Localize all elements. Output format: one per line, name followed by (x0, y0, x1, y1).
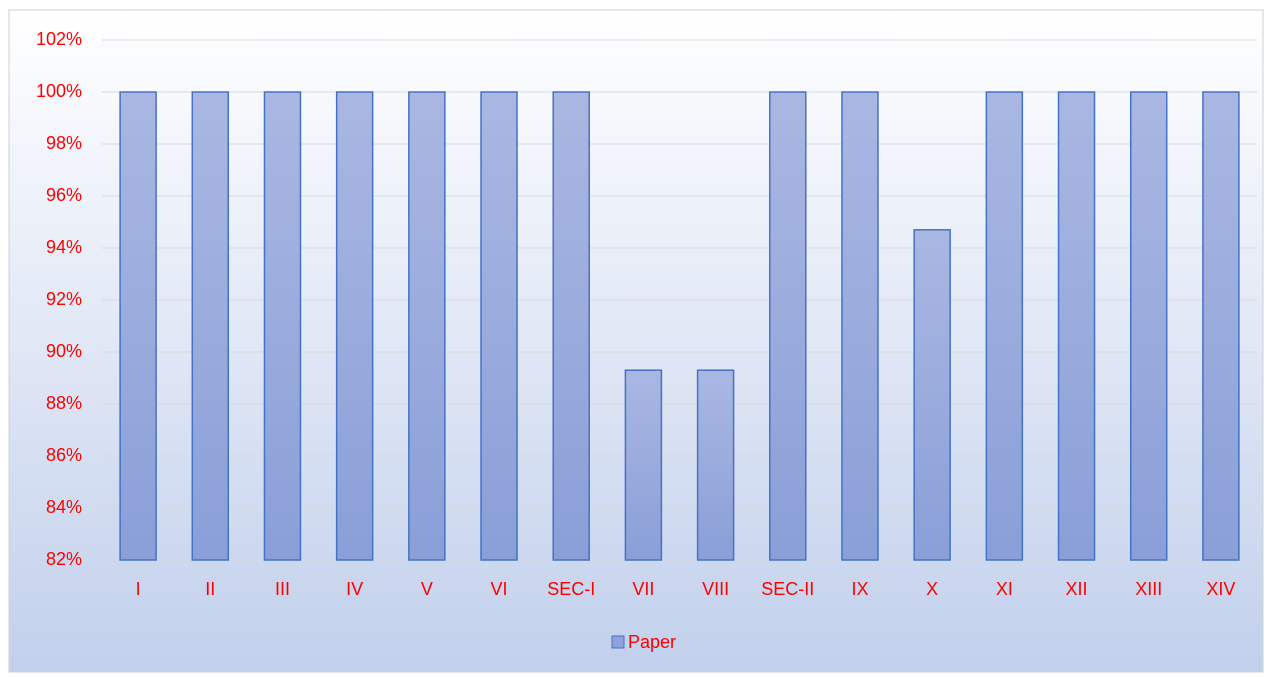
y-tick-label: 88% (46, 393, 82, 413)
x-tick-label: XIV (1206, 579, 1235, 599)
x-tick-label: IX (851, 579, 868, 599)
x-tick-label: III (275, 579, 290, 599)
bar (408, 91, 446, 561)
bar (1129, 91, 1168, 561)
x-tick-label: VIII (702, 579, 729, 599)
x-tick-label: XII (1066, 579, 1088, 599)
y-tick-label: 90% (46, 341, 82, 361)
x-tick-label: IV (346, 579, 363, 599)
bar (696, 369, 735, 561)
x-tick-label: SEC-I (547, 579, 595, 599)
bar (1057, 91, 1096, 561)
x-tick-label: VI (491, 579, 508, 599)
legend-swatch (611, 635, 625, 649)
bar (335, 91, 374, 561)
y-tick-label: 100% (36, 81, 82, 101)
bar (191, 91, 230, 561)
y-tick-label: 86% (46, 445, 82, 465)
bar (985, 91, 1024, 561)
bar (480, 91, 518, 561)
y-tick-label: 96% (46, 185, 82, 205)
bar (624, 369, 663, 561)
bar (263, 91, 302, 561)
x-tick-label: XI (996, 579, 1013, 599)
x-tick-label: X (926, 579, 938, 599)
x-tick-label: SEC-II (761, 579, 814, 599)
x-tick-label: I (136, 579, 141, 599)
legend-label: Paper (628, 632, 676, 652)
x-tick-label: II (205, 579, 215, 599)
bar (913, 229, 951, 561)
x-tick-label: XIII (1135, 579, 1162, 599)
y-tick-label: 98% (46, 133, 82, 153)
y-tick-label: 94% (46, 237, 82, 257)
bar (119, 91, 157, 561)
bar (552, 91, 590, 561)
y-tick-label: 82% (46, 549, 82, 569)
x-tick-label: VII (632, 579, 654, 599)
x-tick-label: V (421, 579, 433, 599)
y-tick-label: 84% (46, 497, 82, 517)
bar (841, 91, 879, 561)
bar (1202, 91, 1240, 561)
y-tick-label: 92% (46, 289, 82, 309)
y-tick-label: 102% (36, 29, 82, 49)
bar (769, 91, 807, 561)
